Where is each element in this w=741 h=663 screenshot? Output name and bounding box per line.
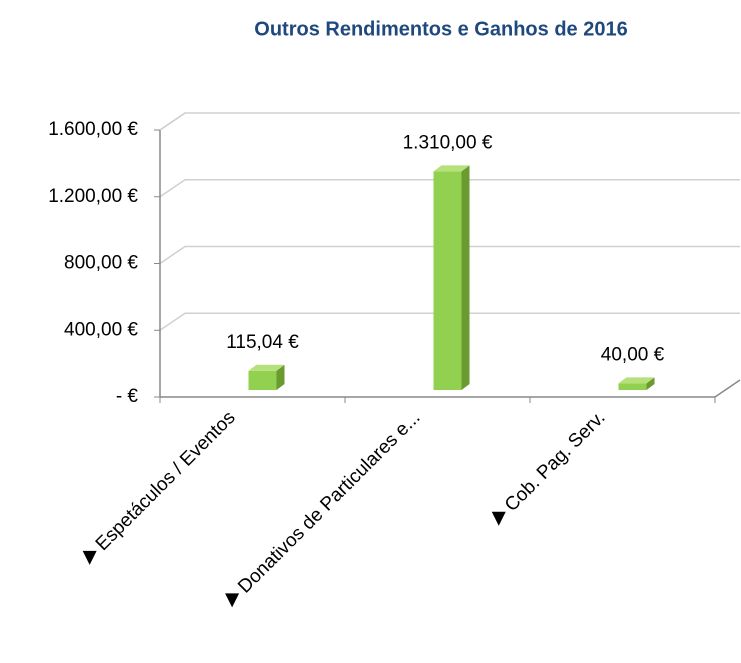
bar-top <box>433 165 470 172</box>
value-label: 40,00 € <box>601 344 665 365</box>
bar <box>433 171 462 390</box>
value-label: 1.310,00 € <box>403 132 493 153</box>
y-tick-label: 400,00 € <box>64 319 138 340</box>
y-tick-label: 800,00 € <box>64 253 138 274</box>
dropdown-icon <box>225 593 240 608</box>
value-label: 115,04 € <box>226 332 299 353</box>
x-tick-label-group: Donativos de Particulares e... <box>225 407 425 608</box>
grid-line <box>159 179 740 198</box>
bar-top <box>248 364 285 371</box>
bar-side <box>276 364 285 390</box>
dropdown-icon <box>82 550 97 565</box>
x-tick-label-group: Espetáculos / Eventos <box>82 407 240 565</box>
bar-side <box>646 377 655 390</box>
bar <box>618 383 647 390</box>
grid-line <box>159 245 740 265</box>
x-tick-label: Donativos de Particulares e... <box>234 407 424 597</box>
dropdown-icon <box>491 511 506 526</box>
y-tick-label: - € <box>116 386 139 407</box>
y-tick-label: 1.600,00 € <box>48 119 138 140</box>
bar <box>248 370 277 390</box>
x-tick-label: Espetáculos / Eventos <box>92 407 240 555</box>
x-tick-label-group: Cob. Pag. Serv. <box>491 407 610 526</box>
grid-line <box>159 112 740 131</box>
x-tick-label: Cob. Pag. Serv. <box>501 407 610 516</box>
chart-title: Outros Rendimentos e Ganhos de 2016 <box>254 18 627 40</box>
y-tick-label: 1.200,00 € <box>48 186 138 207</box>
bar-side <box>461 165 470 390</box>
y-axis-depth <box>159 112 186 131</box>
bar-top <box>618 377 655 384</box>
grid-line <box>159 312 740 331</box>
